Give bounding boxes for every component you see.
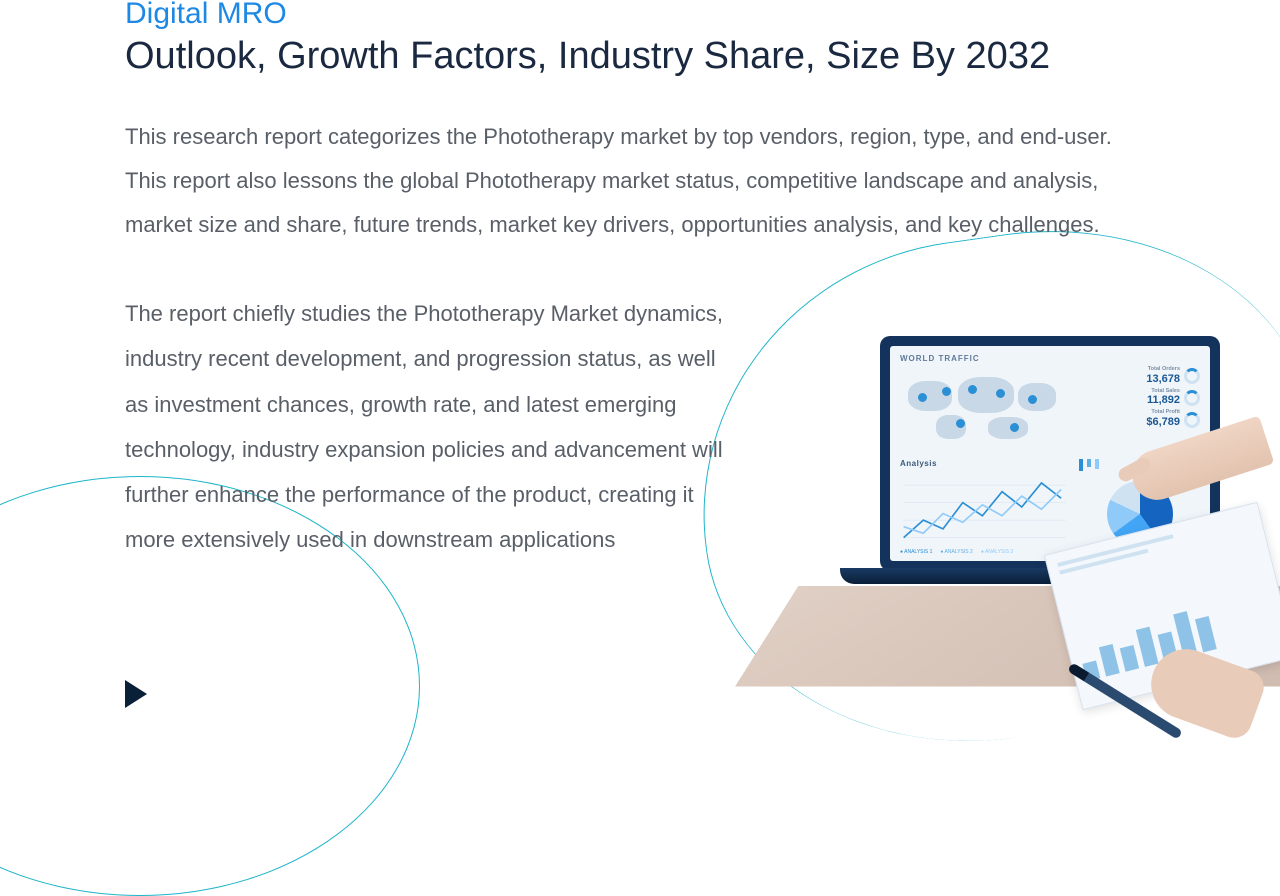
legend-item: ANALYSIS 1 xyxy=(900,549,932,555)
world-map-chart xyxy=(900,367,1126,453)
logo-fragment xyxy=(125,680,147,708)
stat-row: Total Orders 13,678 xyxy=(1132,367,1200,386)
detail-paragraph: The report chiefly studies the Photother… xyxy=(125,291,735,562)
map-dot xyxy=(918,393,927,402)
map-dot xyxy=(1010,423,1019,432)
donut-icon xyxy=(1184,390,1200,406)
analysis-title: Analysis xyxy=(900,459,1069,468)
stat-value: 11,892 xyxy=(1132,394,1180,407)
line-series-b xyxy=(904,490,1062,534)
legend-item: ANALYSIS 2 xyxy=(940,549,972,555)
main-title: Outlook, Growth Factors, Industry Share,… xyxy=(125,32,1155,81)
map-dot xyxy=(956,419,965,428)
stat-value: 13,678 xyxy=(1132,373,1180,386)
donut-icon xyxy=(1184,412,1200,428)
intro-paragraph: This research report categorizes the Pho… xyxy=(125,115,1155,247)
map-dot xyxy=(942,387,951,396)
dashboard-top-row: Total Orders 13,678 Total Sales 11,892 xyxy=(900,367,1200,453)
stat-row: Total Sales 11,892 xyxy=(1132,389,1200,408)
map-dot xyxy=(968,385,977,394)
dashboard-map-title: WORLD TRAFFIC xyxy=(900,354,1200,363)
stat-value: $6,789 xyxy=(1132,416,1180,429)
accent-title: Digital MRO xyxy=(125,0,1155,32)
line-chart-svg xyxy=(900,472,1069,542)
map-dot xyxy=(1028,395,1037,404)
legend-item: ANALYSIS 3 xyxy=(981,549,1013,555)
line-chart-panel: Analysis ANALYSIS 1 ANALYSIS 2 xyxy=(900,459,1069,559)
logo-mark-icon xyxy=(125,680,147,708)
laptop-illustration: WORLD TRAFFIC Total Orders 13,678 xyxy=(820,336,1250,676)
map-dot xyxy=(996,389,1005,398)
donut-icon xyxy=(1184,368,1200,384)
stat-row: Total Profit $6,789 xyxy=(1132,410,1200,429)
